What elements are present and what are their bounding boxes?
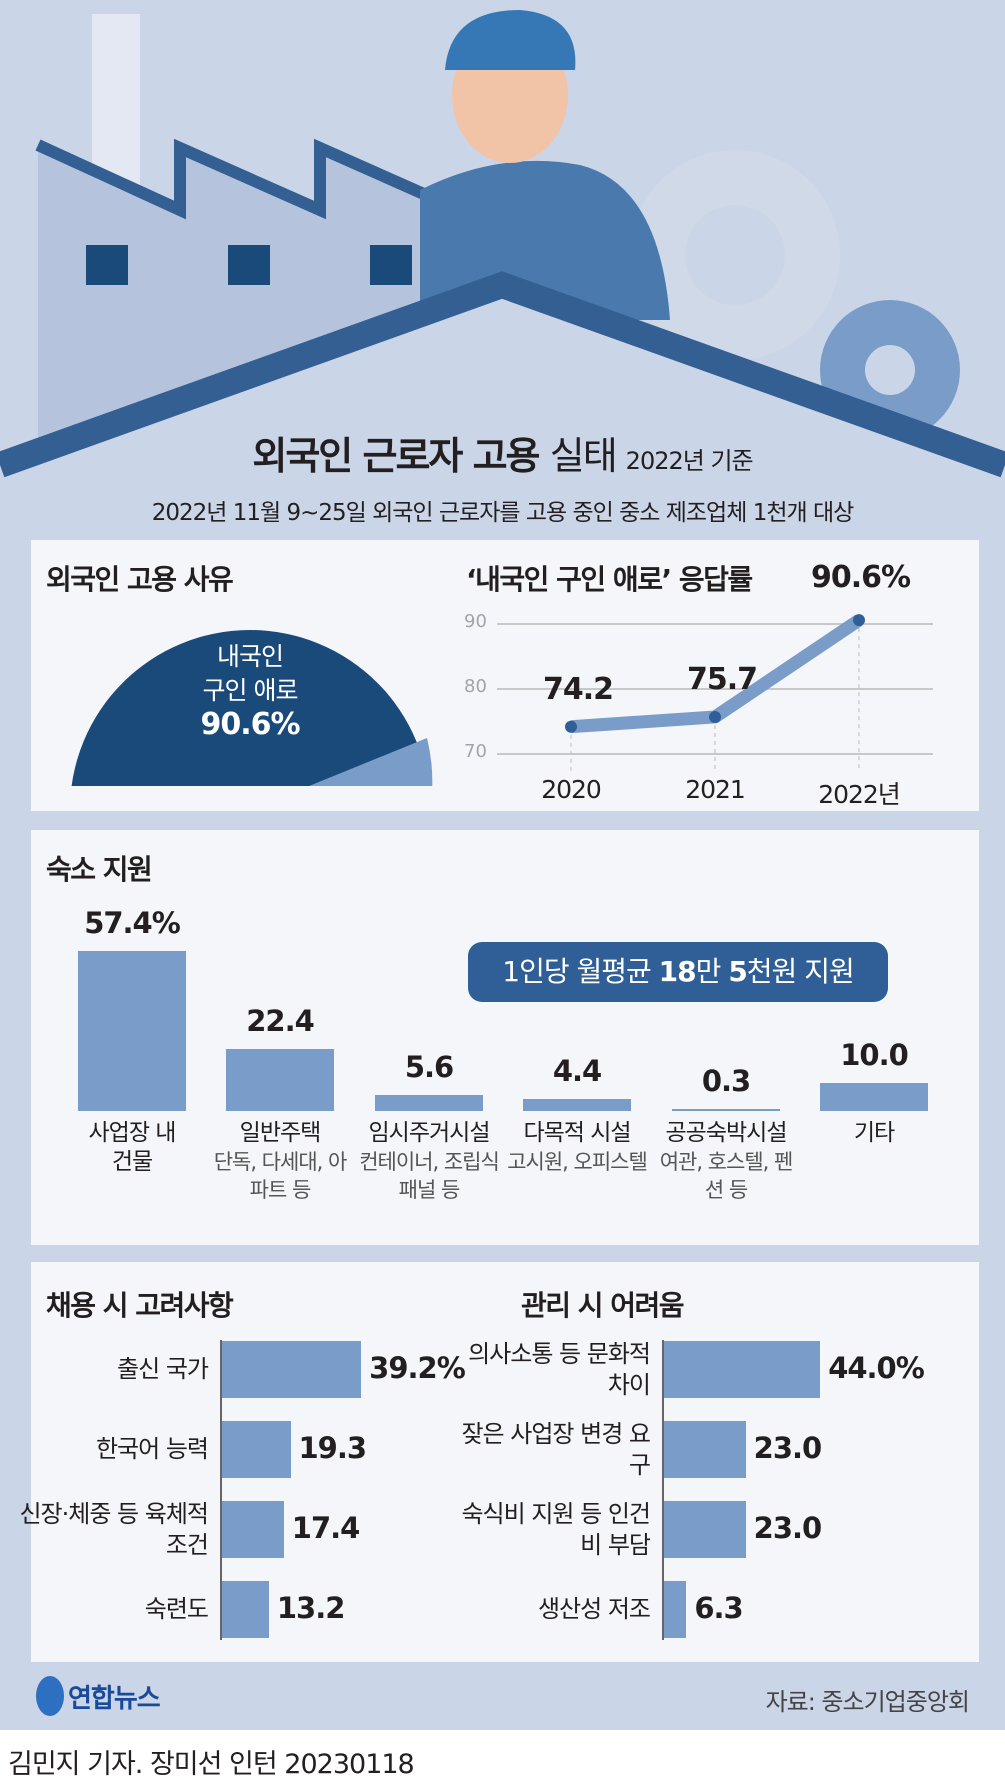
bar: [226, 1048, 334, 1111]
housing-badge: 1인당 월평균 18만 5천원 지원: [468, 942, 888, 1002]
bar-value-label: 23.0: [753, 1431, 823, 1465]
y-tick-label: 90: [464, 611, 487, 632]
data-label: 75.7: [687, 661, 758, 697]
bar: [664, 1501, 746, 1558]
bar: [222, 1581, 269, 1638]
hiring-title: 채용 시 고려사항: [46, 1289, 234, 1322]
bar-value-label: 23.0: [753, 1511, 823, 1545]
category-name: 임시주거시설: [368, 1120, 491, 1146]
housing-title: 숙소 지원: [46, 853, 153, 886]
bar-value-label: 19.3: [298, 1431, 368, 1465]
bar: [664, 1341, 821, 1398]
category-name: 다목적 시설: [523, 1120, 631, 1146]
row-label: 숙련도: [144, 1595, 209, 1623]
axis-line: [662, 1340, 664, 1640]
bar: [664, 1421, 746, 1478]
x-tick-label: 2020: [541, 775, 602, 804]
x-tick-label: 2021: [685, 775, 746, 804]
category-sub: 단독, 다세대, 아파트 등: [213, 1150, 348, 1202]
worker-icon: [420, 10, 670, 320]
data-label: 74.2: [543, 671, 614, 707]
bar-value-label: 17.4: [291, 1511, 361, 1545]
x-tick-label: 2022년: [818, 780, 901, 809]
category-name: 일반주택: [239, 1120, 322, 1146]
row-label: 의사소통 등 문화적 차이: [468, 1340, 651, 1399]
logo: 연합뉴스: [36, 1676, 161, 1716]
logo-icon: [36, 1676, 64, 1716]
bar-value-label: 13.2: [276, 1591, 346, 1625]
category-name: 사업장 내: [88, 1120, 177, 1146]
data-point: [853, 614, 865, 627]
source: 자료: 중소기업중앙회: [765, 1688, 970, 1716]
credit: 김민지 기자. 장미선 인턴 20230118: [8, 1749, 415, 1780]
bar-value-label: 22.4: [246, 1003, 315, 1038]
bar: [820, 1083, 928, 1111]
data-point: [565, 720, 577, 733]
bar-value-label: 0.3: [701, 1064, 751, 1098]
y-tick-label: 70: [464, 741, 487, 762]
bar-value-label: 4.4: [552, 1053, 602, 1088]
bar: [664, 1581, 687, 1638]
pie-chart: [61, 630, 461, 811]
category-sub: 고시원, 오피스텔: [507, 1150, 648, 1174]
bar-value-label: 5.6: [404, 1050, 454, 1085]
row-label: 숙식비 지원 등 인건비 부담: [461, 1500, 651, 1559]
management-title: 관리 시 어려움: [521, 1289, 685, 1322]
pie-slice-other: [309, 738, 433, 786]
row-label: 생산성 저조: [537, 1595, 651, 1623]
bar: [375, 1095, 483, 1111]
factory-worker-illustration: [0, 10, 1005, 500]
bar-value-label: 39.2%: [369, 1351, 466, 1385]
pie-label: 내국인 구인 애로 90.6%: [200, 642, 300, 742]
pie-slice-main: [71, 630, 429, 786]
bar: [222, 1501, 284, 1558]
data-point: [709, 710, 721, 723]
bar-value-label: 10.0: [840, 1038, 909, 1073]
category-sub: 컨테이너, 조립식 패널 등: [359, 1150, 500, 1202]
bar: [222, 1421, 291, 1478]
category-sub: 여관, 호스텔, 펜션 등: [659, 1150, 794, 1202]
bar: [523, 1098, 631, 1111]
bar-value-label: 57.4%: [84, 905, 181, 940]
category-sub: 건물: [111, 1149, 153, 1175]
category-name: 기타: [853, 1120, 895, 1146]
bar: [78, 950, 186, 1111]
page-title: 외국인 근로자 고용 실태 2022년 기준: [252, 434, 753, 478]
reason-title: 외국인 고용 사유: [46, 563, 234, 596]
data-label: 90.6%: [811, 560, 911, 596]
panel-hiring-management: 채용 시 고려사항 관리 시 어려움 39.2% 출신 국가 19.3 한국어 능력 1…: [19, 1262, 979, 1662]
y-tick-label: 80: [464, 676, 487, 697]
row-label: 잦은 사업장 변경 요구: [461, 1420, 651, 1479]
bar: [672, 1109, 780, 1111]
gear-icon: [630, 150, 960, 440]
subtitle: 2022년 11월 9~25일 외국인 근로자를 고용 중인 중소 제조업체 1…: [151, 500, 855, 526]
bar-value-label: 44.0%: [828, 1351, 925, 1385]
category-label: 기타: [799, 1119, 949, 1148]
row-label: 신장·체중 등 육체적 조건: [19, 1500, 209, 1559]
category-name: 공공숙박시설: [665, 1120, 788, 1146]
bar-value-label: 6.3: [694, 1591, 743, 1625]
line-chart: [497, 614, 933, 772]
axis-line: [220, 1340, 222, 1640]
panel-reason-trend: 외국인 고용 사유 내국인 구인 애로 90.6% ‘내국인 구인 애로’ 응답률…: [31, 540, 979, 811]
bar: [222, 1341, 362, 1398]
row-label: 한국어 능력: [95, 1435, 209, 1463]
row-label: 출신 국가: [117, 1355, 209, 1383]
trend-title: ‘내국인 구인 애로’ 응답률: [466, 563, 753, 596]
